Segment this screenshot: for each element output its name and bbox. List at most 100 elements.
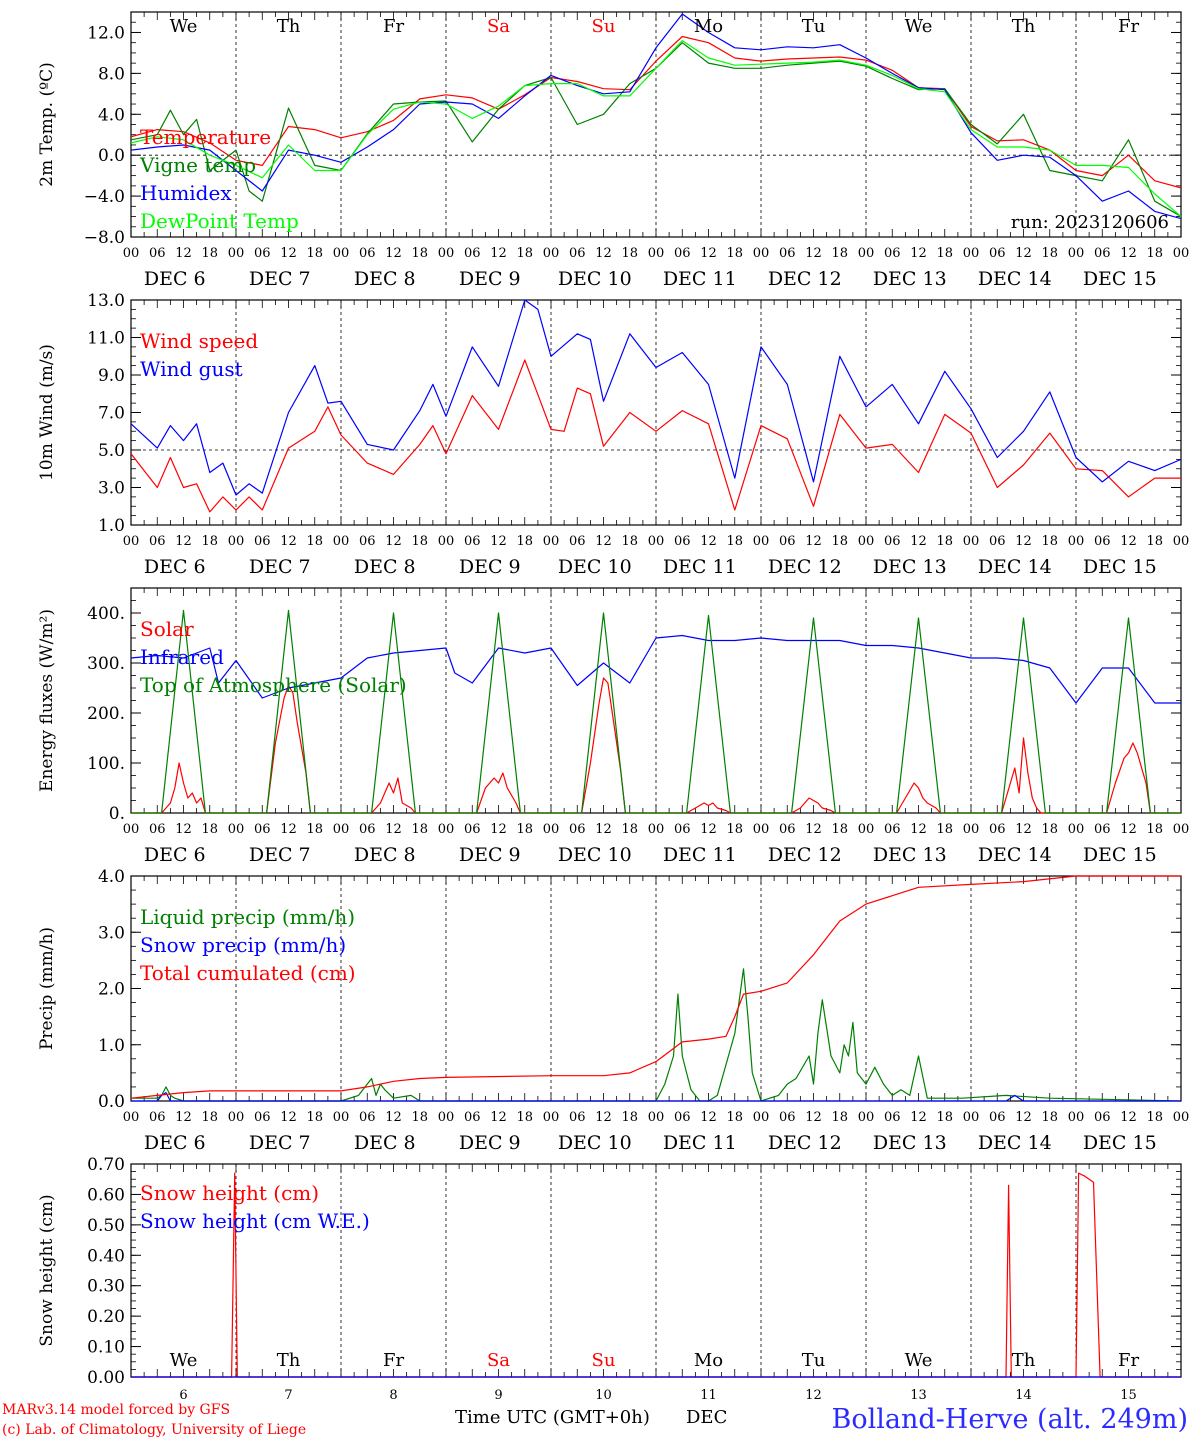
- hour-tick-label: 12: [910, 822, 927, 837]
- hour-tick-label: 00: [858, 534, 875, 549]
- hour-tick-label: 06: [149, 534, 166, 549]
- hour-tick-label: 06: [464, 246, 481, 261]
- weekday-label: Sa: [487, 1350, 510, 1371]
- panel-3: 400. 300. 200. 100. 0. Energy fluxes (W/m²) So…: [37, 587, 1189, 866]
- hour-tick-label: 06: [1094, 534, 1111, 549]
- weekday-label: Sa: [487, 16, 510, 37]
- day-number-label: 12: [805, 1388, 822, 1403]
- hour-tick-label: 12: [1120, 822, 1137, 837]
- hour-tick-label: 06: [359, 822, 376, 837]
- hour-tick-label: 00: [123, 1110, 140, 1125]
- series-line-infrared: [131, 634, 1181, 704]
- x-axis-month: DEC: [686, 1407, 727, 1428]
- y-tick-label: 1.0: [98, 516, 125, 536]
- hour-tick-label: 06: [884, 246, 901, 261]
- hour-tick-label: 06: [569, 1110, 586, 1125]
- hour-tick-label: 18: [831, 822, 848, 837]
- hour-tick-label: 12: [280, 534, 297, 549]
- hour-tick-label: 18: [726, 1110, 743, 1125]
- hour-tick-label: 00: [1173, 1110, 1190, 1125]
- hour-tick-label: 18: [201, 246, 218, 261]
- hour-tick-label: 06: [1094, 246, 1111, 261]
- date-label: DEC 11: [663, 556, 737, 578]
- panel-5: 0.70 0.60 0.50 0.40 0.30 0.20 0.10 0.00 Snow hei…: [37, 1155, 1182, 1403]
- plot-frame: [130, 11, 1182, 238]
- date-label: DEC 13: [873, 1132, 947, 1154]
- hour-tick-label: 06: [359, 1110, 376, 1125]
- hour-tick-label: 18: [201, 822, 218, 837]
- y-tick-label: 3.0: [98, 923, 125, 943]
- day-number-label: 8: [389, 1388, 397, 1403]
- hour-tick-label: 00: [1068, 1110, 1085, 1125]
- weekday-label: Fr: [383, 1350, 404, 1371]
- y-axis-label: Precip (mm/h): [37, 927, 57, 1050]
- hour-tick-label: 12: [490, 534, 507, 549]
- hour-tick-label: 18: [411, 822, 428, 837]
- hour-tick-label: 00: [228, 1110, 245, 1125]
- day-number-label: 14: [1015, 1388, 1032, 1403]
- hour-tick-label: 12: [805, 246, 822, 261]
- hour-tick-label: 18: [621, 822, 638, 837]
- day-number-label: 6: [179, 1388, 187, 1403]
- hour-tick-label: 18: [516, 1110, 533, 1125]
- date-label: DEC 8: [354, 556, 416, 578]
- hour-tick-label: 18: [726, 246, 743, 261]
- series-line-liquid-precip-mm-h-: [131, 968, 1181, 1102]
- hour-tick-label: 12: [700, 534, 717, 549]
- hour-tick-label: 18: [1041, 534, 1058, 549]
- hour-tick-label: 12: [385, 822, 402, 837]
- hour-tick-label: 12: [385, 534, 402, 549]
- hour-tick-label: 12: [280, 246, 297, 261]
- hour-tick-label: 06: [989, 534, 1006, 549]
- hour-tick-label: 18: [1146, 1110, 1163, 1125]
- hour-tick-label: 06: [989, 1110, 1006, 1125]
- hour-tick-label: 18: [516, 246, 533, 261]
- hour-tick-label: 00: [963, 822, 980, 837]
- y-tick-label: 8.0: [98, 64, 125, 84]
- date-label: DEC 15: [1083, 844, 1157, 866]
- hour-tick-label: 06: [464, 822, 481, 837]
- hour-tick-label: 06: [779, 1110, 796, 1125]
- y-tick-label: 0.0: [98, 1092, 125, 1112]
- y-axis-label: Energy fluxes (W/m²): [37, 609, 57, 792]
- hour-tick-label: 00: [333, 534, 350, 549]
- hour-tick-label: 00: [438, 246, 455, 261]
- lab-credit: (c) Lab. of Climatology, University of L…: [2, 1422, 306, 1438]
- date-label: DEC 7: [249, 844, 311, 866]
- panel-1: 12.0 8.0 4.0 0.0 −4.0 −8.0 2m Temp. (ºC) Temper…: [37, 11, 1189, 290]
- date-label: DEC 10: [558, 1132, 632, 1154]
- y-tick-label: 400.: [87, 604, 125, 624]
- hour-tick-label: 12: [175, 822, 192, 837]
- hour-tick-label: 18: [1146, 822, 1163, 837]
- series-line-wind-gust: [131, 299, 1181, 496]
- hour-tick-label: 00: [648, 246, 665, 261]
- hour-tick-label: 06: [779, 822, 796, 837]
- date-label: DEC 7: [249, 1132, 311, 1154]
- y-tick-label: 1.0: [98, 1036, 125, 1056]
- y-tick-label: 12.0: [87, 23, 125, 43]
- hour-tick-label: 12: [595, 246, 612, 261]
- hour-tick-label: 18: [726, 822, 743, 837]
- date-label: DEC 15: [1083, 268, 1157, 290]
- hour-tick-label: 12: [700, 822, 717, 837]
- weekday-label: Th: [1012, 1350, 1036, 1371]
- weekday-label: We: [905, 16, 933, 37]
- hour-tick-label: 18: [936, 1110, 953, 1125]
- hour-tick-label: 06: [989, 246, 1006, 261]
- hour-tick-label: 12: [700, 246, 717, 261]
- date-label: DEC 13: [873, 268, 947, 290]
- legend-entry: Top of Atmosphere (Solar): [140, 673, 407, 697]
- hour-tick-label: 00: [543, 534, 560, 549]
- date-label: DEC 9: [459, 1132, 521, 1154]
- legend-entry: Wind speed: [140, 329, 258, 353]
- hour-tick-label: 00: [228, 246, 245, 261]
- hour-tick-label: 00: [753, 246, 770, 261]
- hour-tick-label: 06: [254, 822, 271, 837]
- hour-tick-label: 12: [175, 246, 192, 261]
- hour-tick-label: 00: [753, 534, 770, 549]
- hour-tick-label: 12: [490, 246, 507, 261]
- hour-tick-label: 12: [595, 534, 612, 549]
- hour-tick-label: 06: [569, 246, 586, 261]
- y-tick-label: 0.60: [87, 1185, 125, 1205]
- hour-tick-label: 00: [543, 246, 560, 261]
